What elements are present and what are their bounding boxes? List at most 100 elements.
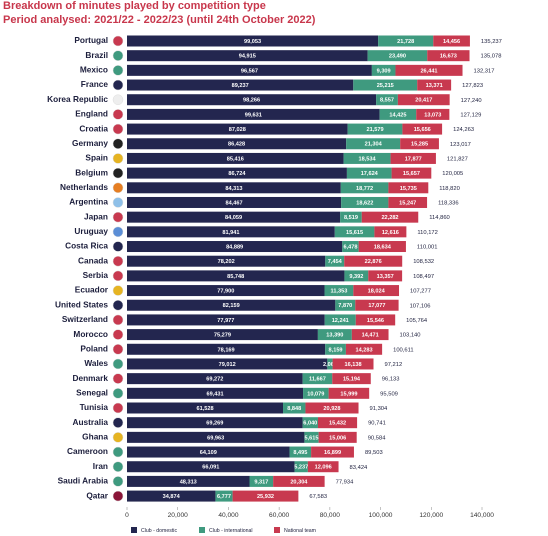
segment-label: 82,159 [223,303,240,309]
segment-label: 8,159 [329,347,343,353]
total-label: 135,237 [481,39,502,45]
segment-label: 22,282 [381,215,398,221]
bar-segment [433,35,470,47]
bar-segment [127,402,284,414]
bar-segment [127,123,348,135]
bar-segment [335,299,356,311]
segment-label: 18,622 [356,200,373,206]
flag [112,490,124,502]
bar-segment [127,255,326,267]
total-label: 114,860 [429,215,450,221]
flag [112,153,124,164]
segment-label: 96,567 [241,68,258,74]
bar-segment [302,417,318,429]
total-label: 110,172 [417,230,438,236]
x-tick-label: 20,000 [168,512,189,519]
segment-label: 84,467 [226,200,243,206]
segment-label: 8,495 [293,450,307,456]
segment-label: 69,272 [206,377,223,383]
bar-segment [304,431,319,443]
category-label: United States [55,299,108,309]
bar-segment [417,79,452,91]
bar-segment [311,446,354,458]
bar-segment [127,211,341,223]
flag [112,329,124,340]
bar-segment [318,431,357,443]
flag [112,79,124,91]
segment-label: 66,091 [202,465,219,471]
bar-segment [376,94,398,106]
category-label: Belgium [75,167,108,177]
bar-segment [127,108,380,120]
total-label: 90,741 [368,421,386,427]
bar-segment [317,329,352,341]
bar-segment [388,196,428,208]
bar-segment [367,50,428,62]
category-label: Denmark [72,373,108,383]
category-label: Ghana [82,432,108,442]
category-label: Spain [85,153,108,163]
segment-label: 2,062 [323,362,337,368]
category-label: Morocco [73,329,108,339]
bar-segment [127,461,295,473]
total-label: 107,106 [410,303,431,309]
segment-label: 15,615 [346,230,363,236]
segment-label: 16,673 [440,54,457,60]
bar-segment [273,475,325,487]
flag [112,270,124,282]
segment-label: 18,534 [359,156,377,162]
segment-label: 94,915 [239,54,256,60]
segment-label: 14,456 [443,39,460,45]
flag [112,197,124,208]
total-label: 97,212 [385,362,403,368]
segment-label: 15,657 [403,171,420,177]
segment-label: 11,353 [331,289,348,295]
category-label: Argentina [69,197,108,207]
total-label: 127,823 [462,83,483,89]
bar-segment [289,446,312,458]
segment-label: 85,748 [227,274,244,280]
total-label: 89,503 [365,450,383,456]
bar-segment [127,417,303,429]
segment-label: 21,304 [365,142,383,148]
segment-label: 9,309 [377,68,391,74]
bar-segment [127,241,343,253]
total-label: 90,584 [368,435,387,441]
category-label: Uruguay [74,226,108,236]
segment-label: 77,900 [217,289,234,295]
chart-subtitle: Period analysed: 2021/22 - 2022/23 (unti… [3,14,316,26]
segment-label: 84,059 [225,215,242,221]
segment-label: 15,432 [329,421,346,427]
total-label: 83,424 [350,465,369,471]
bar-segment [325,255,345,267]
segment-label: 6,777 [217,494,231,500]
segment-label: 14,283 [355,347,372,353]
x-tick-label: 0 [125,512,129,519]
segment-label: 98,266 [243,98,260,104]
bar-segment [127,35,379,47]
bar-segment [328,387,370,399]
legend-swatch [274,527,280,533]
category-label: England [75,109,108,119]
bar-segment [127,167,347,179]
segment-label: 13,073 [424,112,441,118]
bar-segment [127,138,347,150]
bar-segment [416,108,450,120]
segment-label: 48,313 [180,479,197,485]
flag [112,417,124,428]
total-label: 132,317 [474,68,495,74]
segment-label: 9,392 [349,274,363,280]
segment-label: 84,889 [226,245,243,251]
total-label: 107,277 [410,289,431,295]
bar-segment [342,241,359,253]
flag [112,138,124,150]
bar-segment [368,270,403,282]
segment-label: 13,371 [426,83,443,89]
bar-segment [127,490,216,502]
segment-label: 89,237 [232,83,249,89]
bar-segment [127,373,303,385]
segment-label: 8,848 [287,406,301,412]
flag [112,35,124,47]
chart-title: Breakdown of minutes played by competiti… [3,0,266,12]
bar-segment [127,94,377,106]
